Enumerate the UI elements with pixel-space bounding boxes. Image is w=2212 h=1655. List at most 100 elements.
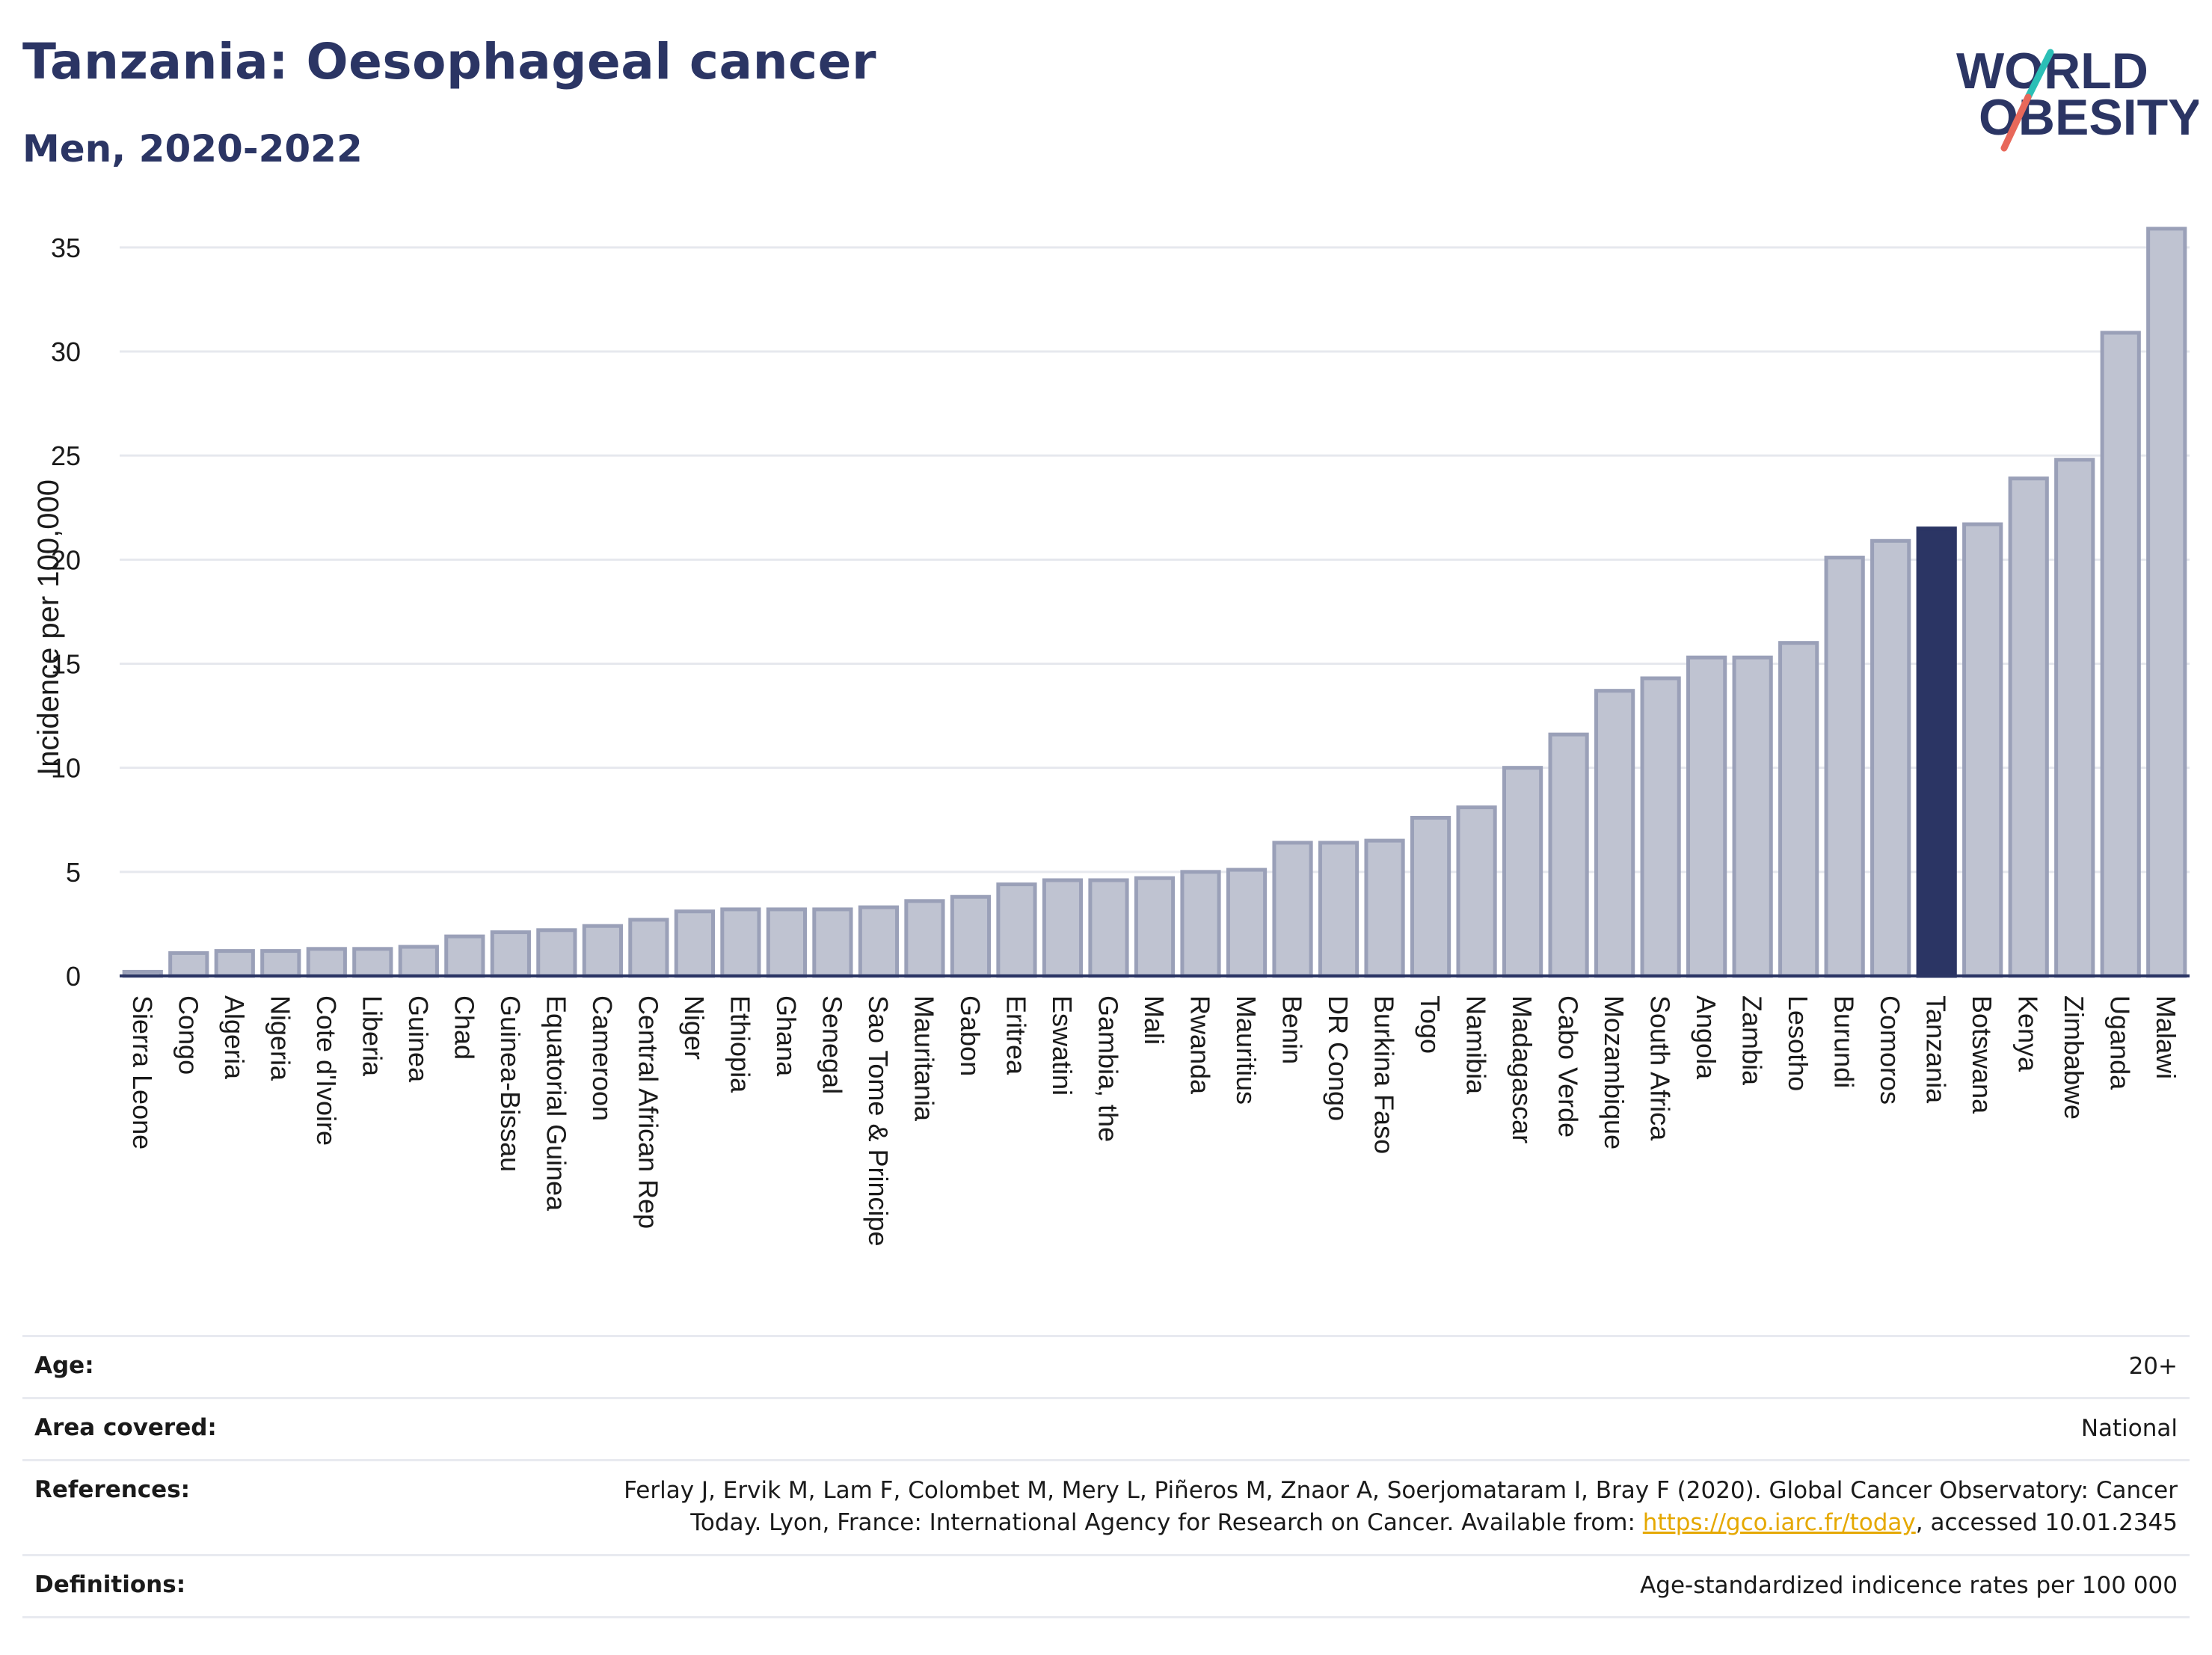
reference-line-2-text: Today. Lyon, France: International Agenc… [690,1509,1643,1536]
x-tick-labels: Sierra Leone Congo Algeria Nigeria Cote d'Iv… [127,995,2181,1247]
logo-slash-teal [2024,49,2054,101]
bar-botswana [1962,522,2003,978]
x-tick-label: Liberia [357,995,387,1077]
y-tick-label: 5 [66,857,81,888]
x-tick-label: Eritrea [1001,995,1031,1075]
meta-row-age: Age: 20+ [22,1335,2190,1397]
bar-congo [168,951,209,978]
x-tick-label: Comoros [1875,995,1905,1105]
bar-madagascar [1502,766,1543,978]
bar-central-african-rep [628,918,669,978]
meta-label-definitions: Definitions: [34,1571,186,1598]
x-tick-label: Guinea [403,995,434,1083]
x-tick-label: Niger [679,995,710,1060]
bar-cameroon [582,924,623,978]
bar-mozambique [1594,689,1635,978]
bar-gabon [950,894,992,978]
x-tick-label: Guinea-Bissau [495,995,526,1172]
bar-eritrea [996,882,1037,978]
reference-line-2-suffix: , accessed 10.01.2345 [1915,1509,2178,1536]
x-tick-label: Zimbabwe [2059,995,2089,1120]
x-tick-label: Algeria [219,995,250,1080]
metadata-table: Age: 20+ Area covered: National Referenc… [22,1335,2190,1618]
bar-rwanda [1180,870,1221,978]
bars [122,227,2187,978]
meta-value-area: National [2080,1415,2178,1442]
meta-label-references: References: [34,1476,191,1503]
meta-row-references: References: Ferlay J, Ervik M, Lam F, Co… [22,1459,2190,1554]
y-tick-label: 15 [51,649,81,680]
bar-algeria [214,949,255,978]
meta-row-definitions: Definitions: Age-standardized indicence … [22,1554,2190,1618]
y-tick-label: 35 [51,233,81,263]
reference-line-2: Today. Lyon, France: International Agenc… [624,1507,2178,1539]
x-tick-label: Congo [173,995,203,1075]
chart-title: Tanzania: Oesophageal cancer [22,33,876,90]
x-tick-label: Lesotho [1783,995,1813,1091]
bar-burkina-faso [1364,838,1405,978]
x-tick-label: Burundi [1829,995,1860,1088]
meta-label-age: Age: [34,1352,94,1379]
bar-togo [1410,815,1451,978]
world-obesity-logo: WORLD OBESITY [1956,43,2199,152]
x-tick-label: Gambia, the [1093,995,1123,1142]
bar-ghana [766,907,808,978]
bar-mauritania [904,899,945,978]
x-tick-label: Gabon [955,995,986,1076]
bar-mauritius [1226,868,1268,978]
bar-zimbabwe [2054,458,2095,978]
chart-subtitle: Men, 2020-2022 [22,127,363,171]
reference-link[interactable]: https://gco.iarc.fr/today [1642,1509,1916,1536]
reference-line-1: Ferlay J, Ervik M, Lam F, Colombet M, Me… [624,1477,2178,1504]
bar-benin [1272,841,1313,978]
x-tick-label: Rwanda [1185,995,1216,1095]
x-tick-label: Eswatini [1047,995,1078,1096]
bar-ethiopia [720,907,761,978]
meta-value-age: 20+ [2128,1353,2178,1380]
meta-row-area: Area covered: National [22,1397,2190,1459]
bar-guinea-bissau [490,930,531,978]
bar-nigeria [260,949,301,978]
y-tick-labels: 0 5 10 15 20 25 30 35 [51,233,81,992]
x-tick-label: Senegal [817,995,847,1094]
bar-malawi [2146,227,2187,978]
x-tick-label: Burkina Faso [1369,995,1400,1154]
x-tick-label: Tanzania [1921,995,1952,1104]
bar-senegal [812,907,853,978]
bar-mali [1134,876,1176,978]
x-tick-label: Mozambique [1599,995,1629,1149]
x-tick-label: Namibia [1461,995,1492,1095]
x-tick-label: Madagascar [1507,995,1537,1143]
bar-angola [1686,655,1727,978]
y-axis-label: Incidence per 100,000 [32,479,65,776]
logo-slash-coral [2000,93,2032,152]
y-tick-label: 30 [51,337,81,367]
bar-guinea [398,945,439,978]
x-tick-label: Mauritius [1231,995,1262,1105]
x-tick-label: Cameroon [587,995,618,1121]
x-tick-label: Sao Tome & Principe [863,995,894,1247]
bar-niger [674,909,715,978]
x-tick-label: Chad [449,995,479,1060]
x-tick-label: Cabo Verde [1553,995,1584,1137]
x-tick-label: Nigeria [265,995,295,1081]
bar-tanzania [1916,526,1957,978]
x-tick-label: Cote d'Ivoire [311,995,342,1146]
bar-liberia [352,947,393,978]
bar-equatorial-guinea [536,928,577,978]
x-tick-label: Kenya [2013,995,2044,1072]
bar-sao-tome-principe [858,905,900,978]
bar-uganda [2100,331,2141,978]
bar-chart: 0 5 10 15 20 25 30 35 Sierra Leone Congo Algeria N… [32,227,2190,1247]
bar-cabo-verde [1548,732,1589,978]
x-tick-label: Equatorial Guinea [541,995,571,1212]
x-tick-label: Benin [1277,995,1308,1064]
x-tick-label: Ethiopia [725,995,755,1093]
bar-kenya [2008,476,2049,978]
meta-label-area: Area covered: [34,1414,217,1441]
meta-value-definitions: Age-standardized indicence rates per 100… [1640,1572,2178,1599]
y-tick-label: 20 [51,544,81,575]
x-tick-label: Ghana [771,995,802,1077]
x-tick-label: Togo [1415,995,1446,1054]
bar-zambia [1732,655,1773,978]
